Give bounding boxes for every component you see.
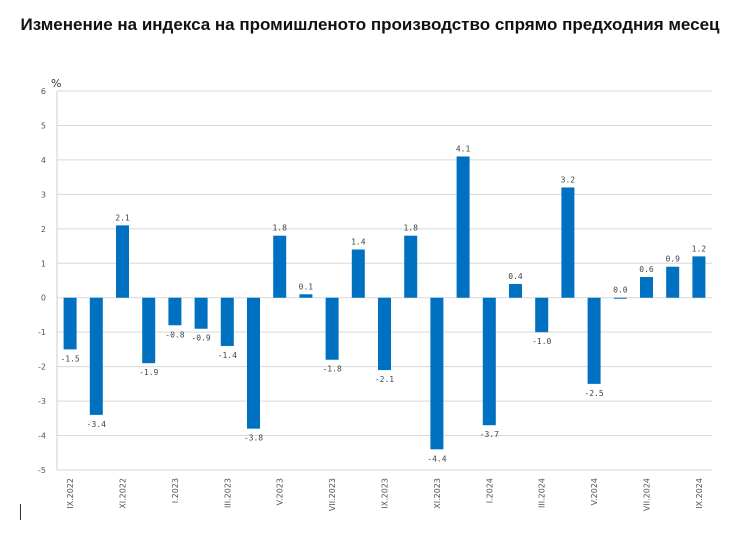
y-tick-label: -1 [38, 328, 46, 337]
x-tick-label: III.2024 [538, 478, 547, 508]
data-label: 3.2 [561, 175, 576, 184]
x-tick-label: V.2024 [590, 478, 599, 505]
bar-IV.2023 [247, 297, 260, 429]
data-label: -3.7 [480, 430, 499, 439]
data-label-layer: -1.5 -3.4 2.1 -1.9 -0.8 -0.9 -1.4 -3.8 1.8 0.1 -1.… [60, 144, 706, 463]
bar-IV.2024 [561, 187, 575, 298]
bar-VII.2024 [640, 277, 653, 298]
bar-IX.2024 [692, 256, 706, 298]
bar-XII.2023 [456, 156, 470, 298]
bar-I.2023 [168, 297, 182, 326]
bar-V.2024 [587, 297, 601, 384]
y-tick-label: 2 [41, 225, 46, 234]
bar-VI.2024 [613, 297, 627, 299]
bar-VII.2023 [325, 297, 339, 360]
bar-IX.2023 [378, 297, 391, 371]
data-label: -0.8 [165, 330, 184, 339]
y-tick-label: -5 [38, 466, 46, 475]
x-tick-label: XI.2023 [433, 478, 442, 509]
y-tick-label: 6 [41, 87, 46, 96]
bar-layer [63, 156, 706, 450]
y-tick-label: 3 [41, 190, 46, 199]
data-label: 0.0 [613, 286, 628, 295]
y-axis-label: % [51, 77, 61, 90]
data-label: -1.0 [532, 337, 551, 346]
y-tick-label: -4 [38, 432, 46, 441]
bar-XII.2022 [142, 297, 156, 364]
bar-X.2023 [404, 235, 418, 298]
bar-IX.2022 [63, 297, 77, 350]
y-tick-label: -3 [38, 397, 46, 406]
data-label: 0.1 [299, 282, 314, 291]
bar-III.2024 [535, 297, 549, 333]
x-tick-label: I.2024 [485, 478, 494, 503]
x-tick-label: V.2023 [276, 478, 285, 505]
data-label: -1.9 [139, 368, 158, 377]
y-tick-label: 1 [41, 259, 46, 268]
data-label: -2.1 [375, 375, 394, 384]
bar-I.2024 [482, 297, 496, 426]
data-label: -3.8 [244, 434, 263, 443]
x-tick-label: VII.2023 [328, 478, 337, 511]
text-cursor [20, 504, 21, 520]
x-tick-label: VII.2024 [643, 478, 652, 511]
x-tick-label: IX.2022 [66, 478, 75, 509]
data-label: -1.4 [218, 351, 237, 360]
data-label: 0.9 [665, 255, 680, 264]
bar-X.2022 [89, 297, 103, 415]
data-label: 1.8 [272, 224, 287, 233]
x-tick-label: IX.2023 [381, 478, 390, 509]
bar-XI.2022 [116, 225, 129, 298]
data-label: 0.4 [508, 272, 523, 281]
x-tick-label: III.2023 [223, 478, 232, 508]
data-label: 0.6 [639, 265, 654, 274]
y-tick-label: 5 [41, 121, 46, 130]
bar-VI.2023 [299, 294, 313, 298]
x-tick-label: I.2023 [171, 478, 180, 503]
bar-II.2024 [509, 283, 522, 298]
data-label: 1.2 [692, 244, 707, 253]
bar-VIII.2023 [351, 249, 365, 298]
bar-V.2023 [273, 235, 287, 298]
x-tick-label: XI.2022 [119, 478, 128, 509]
y-tick-label: 0 [41, 294, 46, 303]
data-label: -4.4 [427, 454, 446, 463]
y-tick-label: 4 [41, 156, 46, 165]
axis-layer: -5 -4 -3 -2 -1 0 1 2 3 4 5 6 IX.2022 XI.2022 I.2023 III… [38, 87, 704, 511]
data-label: 4.1 [456, 144, 471, 153]
data-label: -1.5 [60, 354, 79, 363]
data-label: -0.9 [191, 334, 210, 343]
data-label: 2.1 [115, 213, 130, 222]
y-tick-label: -2 [38, 363, 46, 372]
bar-II.2023 [194, 297, 208, 329]
chart-title: Изменение на индекса на промишленото про… [20, 15, 720, 34]
x-tick-label: IX.2024 [695, 478, 704, 509]
data-label: 1.8 [403, 224, 418, 233]
bar-VIII.2024 [666, 266, 680, 298]
data-label: 1.4 [351, 237, 366, 246]
data-label: -1.8 [322, 365, 341, 374]
bar-XI.2023 [430, 297, 444, 450]
data-label: -2.5 [584, 389, 603, 398]
bar-III.2023 [220, 297, 234, 346]
data-label: -3.4 [87, 420, 106, 429]
grid-layer [57, 90, 712, 471]
